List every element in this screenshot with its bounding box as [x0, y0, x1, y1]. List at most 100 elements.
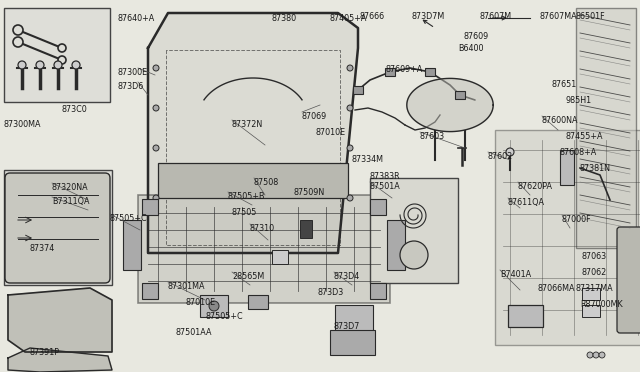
Text: 86501F: 86501F [576, 12, 605, 21]
Text: 87608+A: 87608+A [560, 148, 597, 157]
Text: 87310: 87310 [250, 224, 275, 233]
Bar [300, 220, 312, 238]
Circle shape [153, 145, 159, 151]
Text: 87505+B: 87505+B [228, 192, 266, 201]
Text: 87620PA: 87620PA [518, 182, 553, 191]
Bar [330, 330, 375, 355]
Bar [370, 283, 386, 299]
Text: 87300MA: 87300MA [4, 120, 42, 129]
Circle shape [54, 61, 62, 69]
Circle shape [347, 195, 353, 201]
Text: 87391P: 87391P [30, 348, 60, 357]
Text: 873D3: 873D3 [318, 288, 344, 297]
Text: 87509N: 87509N [294, 188, 325, 197]
Text: 87405+A: 87405+A [330, 14, 367, 23]
Circle shape [13, 37, 23, 47]
Text: 87000F: 87000F [562, 215, 591, 224]
Circle shape [506, 148, 514, 156]
Bar [142, 199, 158, 215]
Bar [370, 178, 458, 283]
Text: 87609+A: 87609+A [386, 65, 424, 74]
Text: 87010E: 87010E [186, 298, 216, 307]
Text: 87374: 87374 [30, 244, 55, 253]
Text: 873C0: 873C0 [62, 105, 88, 114]
Text: 87501A: 87501A [370, 182, 401, 191]
Circle shape [58, 44, 66, 52]
Bar [425, 68, 435, 76]
Bar [370, 199, 386, 215]
Text: 87334M: 87334M [352, 155, 384, 164]
Text: 87505+C: 87505+C [110, 214, 148, 223]
Text: 87372N: 87372N [232, 120, 263, 129]
Text: B7401A: B7401A [500, 270, 531, 279]
Bar [560, 150, 574, 185]
Text: 87301MA: 87301MA [168, 282, 205, 291]
Text: 87317MA: 87317MA [576, 284, 614, 293]
Circle shape [587, 352, 593, 358]
Text: 873D7: 873D7 [334, 322, 360, 331]
Text: 87069: 87069 [302, 112, 327, 121]
Bar [4, 8, 110, 102]
Bar [576, 8, 636, 248]
Text: 87381N: 87381N [580, 164, 611, 173]
Circle shape [153, 105, 159, 111]
Text: 87010E: 87010E [316, 128, 346, 137]
Text: B7311QA: B7311QA [52, 197, 90, 206]
Circle shape [209, 301, 219, 311]
Text: 87607MA: 87607MA [540, 12, 578, 21]
Bar [385, 68, 395, 76]
Text: 87063: 87063 [582, 252, 607, 261]
Bar [353, 86, 363, 94]
Circle shape [18, 61, 26, 69]
Text: 87609: 87609 [464, 32, 489, 41]
Text: 87320NA: 87320NA [52, 183, 88, 192]
Bar [4, 170, 112, 285]
Bar [335, 305, 373, 333]
Bar [508, 305, 543, 327]
Polygon shape [8, 348, 112, 372]
Text: 985H1: 985H1 [566, 96, 592, 105]
Circle shape [153, 195, 159, 201]
Text: 87666: 87666 [360, 12, 385, 21]
Polygon shape [407, 78, 493, 132]
Circle shape [58, 56, 66, 64]
Bar [142, 283, 158, 299]
Circle shape [347, 105, 353, 111]
Text: 87066MA: 87066MA [538, 284, 575, 293]
FancyBboxPatch shape [617, 227, 640, 333]
Text: 87380: 87380 [272, 14, 297, 23]
Circle shape [153, 65, 159, 71]
Text: 87603: 87603 [420, 132, 445, 141]
Text: R87000MK: R87000MK [580, 300, 623, 309]
Text: 87505: 87505 [232, 208, 257, 217]
Bar [495, 130, 640, 345]
Bar [158, 163, 348, 198]
Text: 87300E: 87300E [118, 68, 148, 77]
Bar [138, 195, 390, 303]
Text: 873D4: 873D4 [334, 272, 360, 281]
Circle shape [347, 145, 353, 151]
Text: 87455+A: 87455+A [565, 132, 602, 141]
Circle shape [36, 61, 44, 69]
Text: 87640+A: 87640+A [117, 14, 154, 23]
Polygon shape [148, 13, 358, 253]
Bar [387, 220, 405, 270]
Text: 87607M: 87607M [480, 12, 512, 21]
Circle shape [400, 241, 428, 269]
Text: 87383R: 87383R [370, 172, 401, 181]
Text: 87062: 87062 [582, 268, 607, 277]
Bar [582, 305, 600, 317]
Text: 873D7M: 873D7M [412, 12, 445, 21]
Text: 87508: 87508 [254, 178, 279, 187]
Text: 28565M: 28565M [232, 272, 264, 281]
Bar [455, 91, 465, 99]
Bar [123, 220, 141, 270]
Circle shape [72, 61, 80, 69]
Bar [248, 295, 268, 309]
Circle shape [599, 352, 605, 358]
Bar [200, 295, 228, 317]
Circle shape [13, 25, 23, 35]
Text: 87651: 87651 [552, 80, 577, 89]
Text: 87600NA: 87600NA [542, 116, 579, 125]
FancyBboxPatch shape [5, 173, 110, 283]
